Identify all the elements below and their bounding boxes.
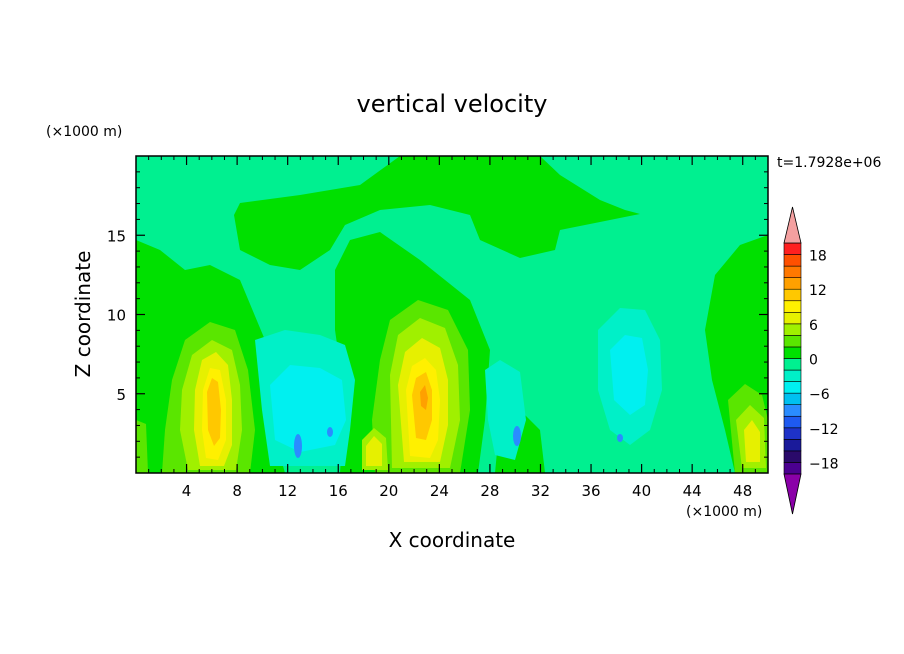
colorbar-swatch [783,300,802,313]
colorbar-swatch [783,415,802,429]
colorbar-label: −6 [809,387,830,403]
contour-6-8 [366,436,382,466]
x-tick-label: 28 [480,482,499,500]
colorbar-swatch [783,381,802,394]
colorbar-under-triangle [783,473,802,515]
contour-field [136,156,768,473]
colorbar-over-triangle [783,206,802,244]
x-unit-label: (×1000 m) [686,504,762,520]
colorbar-swatch [783,254,802,267]
y-tick-label: 5 [116,386,126,404]
y-tick-label: 10 [107,307,126,325]
x-tick-label: 12 [278,482,297,500]
colorbar-swatch [783,369,802,382]
x-tick-label: 40 [632,482,651,500]
contour-neg6-neg8 [327,427,333,437]
y-tick-label: 15 [107,227,126,245]
colorbar-swatch [783,462,802,475]
x-tick-label: 36 [581,482,600,500]
contour-neg6-neg8 [617,434,623,442]
contour-12-14 [420,385,428,410]
colorbar-swatch [783,311,802,325]
colorbar-swatch [783,439,802,452]
contour-neg4-neg6 [270,365,346,452]
chart-title: vertical velocity [357,90,548,118]
colorbar-swatch [783,288,802,302]
x-tick-label: 20 [379,482,398,500]
y-unit-label: (×1000 m) [46,124,122,140]
colorbar-label: −12 [809,422,839,438]
x-tick-label: 8 [232,482,242,500]
colorbar-swatch [783,335,802,348]
colorbar-swatch [783,346,802,359]
colorbar-label: 0 [809,353,818,369]
x-tick-label: 44 [683,482,702,500]
colorbar-swatch [783,265,802,278]
colorbar: 18 12 6 0 −6 −12 −18 [783,206,839,515]
colorbar-label: −18 [809,456,839,472]
x-tick-label: 24 [430,482,449,500]
x-tick-label: 4 [182,482,192,500]
colorbar-label: 12 [809,283,827,299]
colorbar-swatch [783,277,802,290]
contour-0-2 [234,156,640,270]
contour-neg6-neg8 [294,434,302,458]
x-axis-title: X coordinate [389,528,516,552]
colorbar-label: 6 [809,318,818,334]
colorbar-label: 18 [809,249,827,265]
colorbar-swatch [783,450,802,463]
colorbar-swatch [783,427,802,440]
contour-neg4-neg6 [610,335,648,415]
time-label: t=1.7928e+06 [777,155,881,171]
y-axis-title: Z coordinate [71,251,95,378]
contour-2-4 [136,420,148,473]
colorbar-swatch [783,358,802,371]
colorbar-swatch [783,392,802,405]
contour-10-12 [207,378,221,446]
colorbar-swatch [783,404,802,417]
x-tick-label: 32 [531,482,550,500]
colorbar-swatch [783,242,802,255]
colorbar-swatch [783,323,802,336]
x-tick-label: 48 [733,482,752,500]
y-axis: 5 10 15 [107,171,768,458]
contour-neg6-neg8 [513,426,521,446]
contour-6-8 [744,420,760,462]
x-tick-label: 16 [329,482,348,500]
x-axis: 4 8 12 16 20 24 28 32 36 40 44 48 [148,156,756,500]
